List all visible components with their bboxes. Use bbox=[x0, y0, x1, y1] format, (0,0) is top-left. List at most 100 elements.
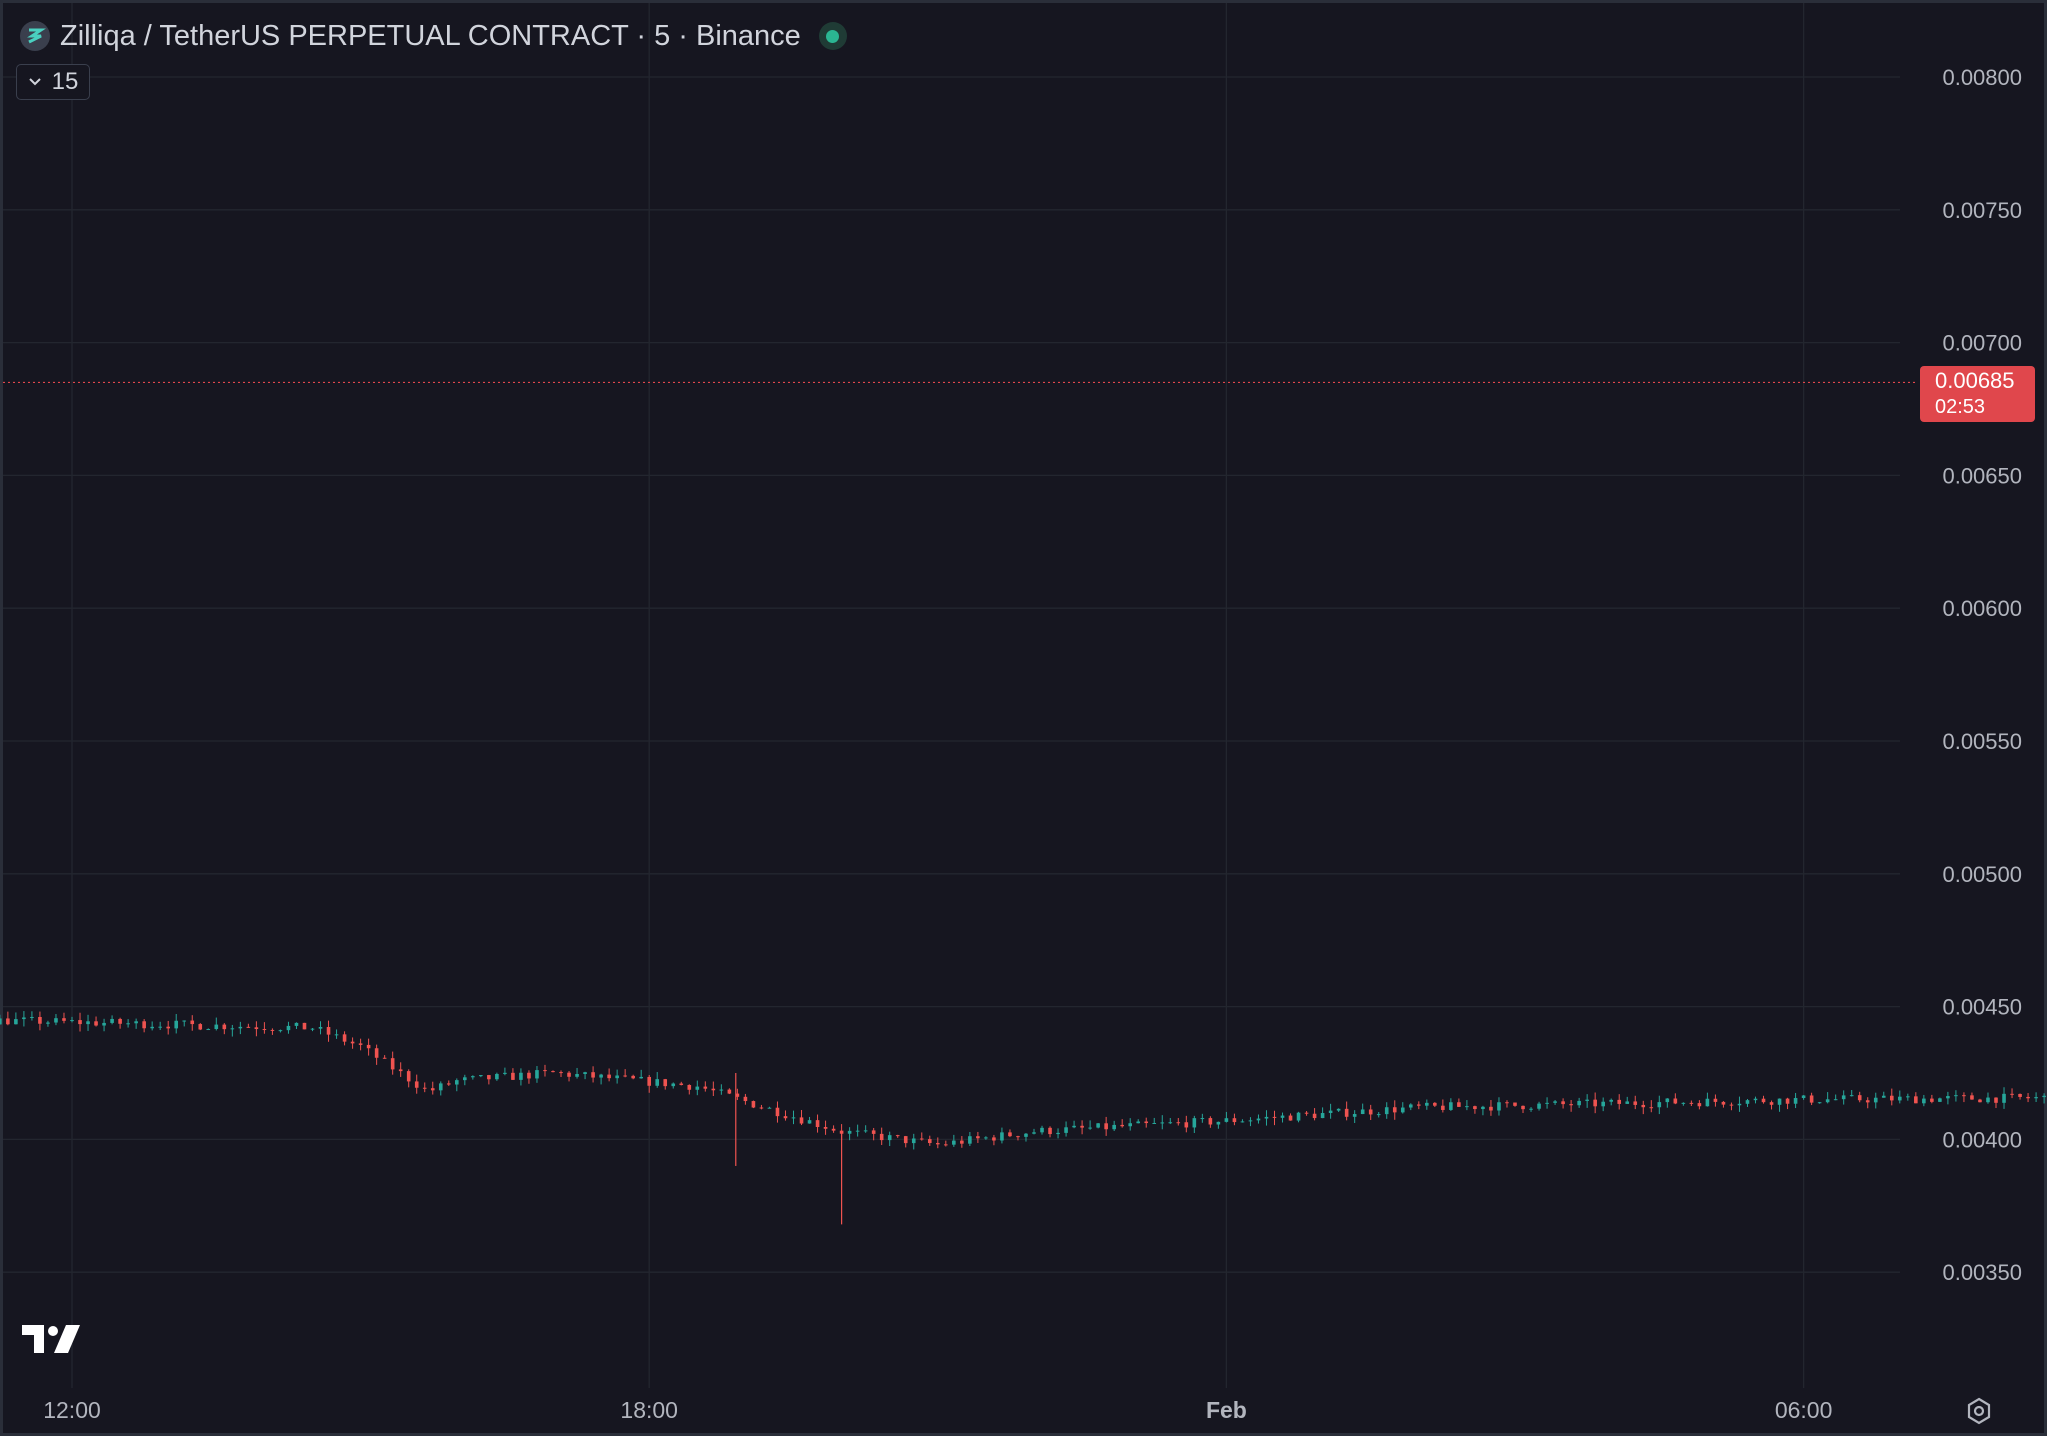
candle bbox=[1200, 1113, 1205, 1123]
candle bbox=[1593, 1092, 1597, 1114]
candle bbox=[511, 1068, 515, 1081]
candle bbox=[310, 1027, 315, 1032]
candle bbox=[118, 1017, 122, 1029]
candle bbox=[735, 1088, 740, 1101]
y-tick-label: 0.00650 bbox=[1942, 463, 2022, 488]
settings-gear-icon[interactable] bbox=[1964, 1396, 1994, 1426]
candle bbox=[535, 1066, 539, 1083]
candle bbox=[1521, 1105, 1525, 1114]
candle bbox=[575, 1067, 579, 1079]
candle bbox=[687, 1084, 692, 1095]
candle bbox=[1208, 1116, 1213, 1128]
candle bbox=[1889, 1088, 1894, 1106]
candle bbox=[1336, 1108, 1341, 1112]
candle bbox=[230, 1024, 235, 1037]
candle bbox=[775, 1101, 780, 1123]
candle bbox=[663, 1078, 668, 1090]
candle bbox=[2034, 1092, 2038, 1103]
candle bbox=[1144, 1117, 1149, 1128]
candle bbox=[46, 1020, 50, 1027]
price-axis[interactable]: 0.00800 0.00750 0.00700 0.00650 0.00600 0.005… bbox=[1942, 65, 2022, 1285]
candle bbox=[952, 1134, 956, 1147]
candle bbox=[1216, 1121, 1221, 1129]
candle bbox=[1537, 1101, 1541, 1111]
candle bbox=[1601, 1097, 1605, 1112]
candle bbox=[1849, 1090, 1854, 1097]
candle bbox=[374, 1044, 379, 1065]
chart-header[interactable]: Zilliqa / TetherUS PERPETUAL CONTRACT · … bbox=[20, 14, 847, 58]
candle bbox=[743, 1093, 748, 1105]
candle bbox=[1817, 1101, 1822, 1104]
candle bbox=[150, 1021, 154, 1031]
candle bbox=[711, 1081, 716, 1097]
candle bbox=[1248, 1117, 1253, 1127]
candle bbox=[182, 1020, 187, 1027]
interval-selector-button[interactable]: 15 bbox=[16, 64, 90, 100]
candle bbox=[110, 1015, 114, 1025]
candle bbox=[1978, 1098, 1982, 1103]
candle bbox=[94, 1016, 98, 1027]
candle bbox=[919, 1132, 924, 1141]
candle bbox=[479, 1075, 483, 1078]
candle bbox=[1561, 1098, 1565, 1109]
candle bbox=[463, 1074, 467, 1086]
candle bbox=[1633, 1095, 1638, 1110]
y-tick-label: 0.00350 bbox=[1942, 1260, 2022, 1285]
candle bbox=[326, 1020, 331, 1042]
candle bbox=[543, 1064, 547, 1077]
candle bbox=[1793, 1092, 1798, 1109]
candle bbox=[262, 1022, 267, 1034]
candle bbox=[847, 1127, 852, 1141]
candle bbox=[960, 1136, 964, 1148]
candle bbox=[366, 1038, 371, 1056]
candle bbox=[751, 1100, 756, 1109]
candle bbox=[1737, 1096, 1742, 1112]
candle bbox=[6, 1011, 10, 1026]
candle bbox=[334, 1029, 339, 1039]
candle bbox=[655, 1072, 660, 1088]
grid-lines bbox=[3, 3, 1900, 1388]
candle bbox=[1112, 1120, 1116, 1132]
candle bbox=[30, 1011, 34, 1021]
candle bbox=[671, 1082, 676, 1089]
candle bbox=[1320, 1107, 1325, 1119]
candle bbox=[86, 1014, 90, 1031]
candle bbox=[1761, 1095, 1766, 1104]
candle bbox=[1096, 1123, 1100, 1129]
candle bbox=[446, 1080, 451, 1086]
candle bbox=[1873, 1092, 1878, 1109]
candle bbox=[1994, 1097, 1998, 1108]
candle bbox=[1104, 1116, 1108, 1136]
candle bbox=[14, 1012, 18, 1025]
candle bbox=[1392, 1100, 1397, 1120]
candle bbox=[503, 1067, 507, 1076]
candle bbox=[1417, 1101, 1421, 1110]
candle bbox=[1000, 1127, 1004, 1144]
y-tick-label: 0.00700 bbox=[1942, 331, 2022, 356]
candle bbox=[1881, 1091, 1886, 1098]
x-tick-label: 18:00 bbox=[620, 1397, 678, 1423]
candle bbox=[895, 1134, 900, 1138]
candle bbox=[1649, 1100, 1654, 1113]
candle bbox=[214, 1017, 219, 1031]
candle bbox=[1625, 1096, 1630, 1104]
candle bbox=[1553, 1099, 1557, 1105]
candle bbox=[1745, 1098, 1750, 1107]
candle bbox=[126, 1019, 130, 1028]
time-axis[interactable]: 12:0018:00Feb06:0012:0018:00206:0012:001… bbox=[43, 1397, 2047, 1423]
candle bbox=[1569, 1100, 1573, 1112]
candle bbox=[382, 1055, 387, 1059]
candle bbox=[1513, 1102, 1517, 1107]
candle bbox=[1777, 1098, 1782, 1112]
candle bbox=[286, 1021, 291, 1034]
candle bbox=[623, 1069, 627, 1078]
candle bbox=[1938, 1097, 1942, 1103]
candle bbox=[1457, 1098, 1461, 1107]
candle bbox=[1753, 1096, 1758, 1104]
tradingview-logo-icon[interactable] bbox=[22, 1325, 80, 1355]
candle bbox=[695, 1080, 700, 1096]
candle bbox=[1721, 1101, 1726, 1108]
candle bbox=[22, 1011, 26, 1027]
candle bbox=[519, 1068, 523, 1086]
